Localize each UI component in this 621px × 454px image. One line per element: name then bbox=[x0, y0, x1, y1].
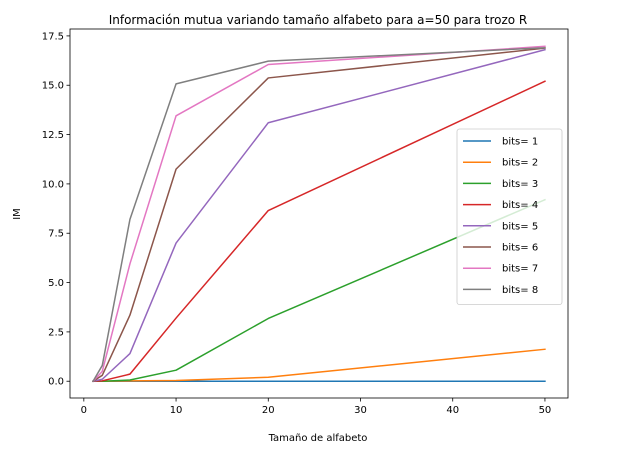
x-tick-label: 10 bbox=[170, 405, 183, 416]
plot-frame bbox=[69, 28, 569, 399]
x-tick-label: 30 bbox=[354, 405, 367, 416]
legend-label: bits= 1 bbox=[502, 137, 538, 148]
x-axis-ticks: 0 10 20 30 40 50 bbox=[81, 398, 552, 416]
y-tick-label: 2.5 bbox=[48, 327, 64, 338]
legend-label: bits= 7 bbox=[502, 264, 538, 275]
y-axis-label: IM bbox=[12, 208, 23, 220]
legend: bits= 1 bits= 2 bits= 3 bits= 4 bits= 5 bits=… bbox=[456, 128, 563, 306]
x-tick-label: 20 bbox=[262, 405, 275, 416]
series-line-6 bbox=[92, 47, 546, 383]
y-tick-label: 15.0 bbox=[42, 81, 64, 92]
series-line-4 bbox=[92, 80, 546, 383]
legend-label: bits= 5 bbox=[502, 221, 538, 232]
y-tick-label: 12.5 bbox=[42, 130, 64, 141]
chart-title: Información mutua variando tamaño alfabe… bbox=[109, 13, 528, 27]
legend-label: bits= 2 bbox=[502, 158, 538, 169]
x-tick-label: 50 bbox=[539, 405, 552, 416]
y-axis-ticks: 0.0 2.5 5.0 7.5 10.0 12.5 15.0 17.5 bbox=[42, 31, 70, 388]
y-tick-label: 17.5 bbox=[42, 31, 64, 42]
series-line-5 bbox=[92, 48, 546, 383]
y-tick-label: 10.0 bbox=[42, 179, 64, 190]
legend-box bbox=[456, 128, 563, 306]
x-tick-label: 40 bbox=[446, 405, 459, 416]
legend-label: bits= 6 bbox=[502, 243, 538, 254]
legend-label: bits= 3 bbox=[502, 179, 538, 190]
series-lines bbox=[91, 45, 546, 383]
y-tick-label: 5.0 bbox=[48, 278, 64, 289]
series-line-7 bbox=[91, 45, 546, 383]
y-tick-label: 0.0 bbox=[48, 377, 64, 388]
legend-label: bits= 8 bbox=[502, 285, 538, 296]
legend-label: bits= 4 bbox=[502, 200, 538, 211]
x-axis-label: Tamaño de alfabeto bbox=[268, 433, 368, 444]
axes bbox=[69, 28, 569, 399]
x-tick-label: 0 bbox=[81, 405, 87, 416]
y-tick-label: 7.5 bbox=[48, 229, 64, 240]
series-line-8 bbox=[92, 46, 546, 383]
